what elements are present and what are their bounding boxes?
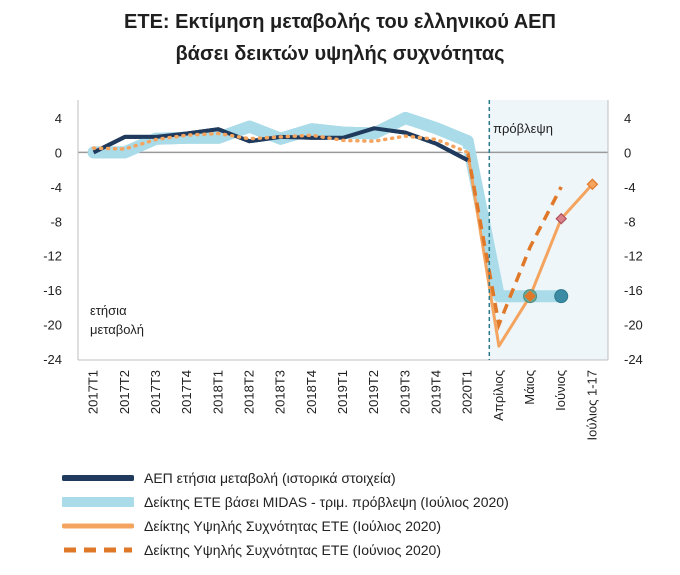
ytick-right-label: -20 [624, 318, 643, 333]
legend-label-hf-july: Δείκτης Υψηλής Συχνότητας ΕΤΕ (Ιούλιος 2… [144, 518, 442, 534]
chart-title-line1: ΕΤΕ: Εκτίμηση μεταβολής του ελληνικού ΑΕ… [124, 11, 556, 33]
xtick-label: 2020T1 [460, 370, 475, 414]
hf-july-marker-june [555, 212, 568, 225]
ytick-left-label: -16 [43, 283, 62, 298]
xtick-label: 2018T2 [241, 370, 256, 414]
xtick-label: 2019T3 [397, 370, 412, 414]
legend-item-hf-july: Δείκτης Υψηλής Συχνότητας ΕΤΕ (Ιούλιος 2… [61, 514, 509, 538]
ytick-right-label: -8 [624, 214, 636, 229]
xtick-label: 2018T3 [273, 370, 288, 414]
legend-label-hf-june: Δείκτης Υψηλής Συχνότητας ΕΤΕ (Ιούνιος 2… [144, 542, 442, 558]
xtick-label: Ιούνιος [553, 370, 568, 411]
legend-label-gdp: ΑΕΠ ετήσια μεταβολή (ιστορικά στοιχεία) [144, 470, 396, 486]
ylabel-line2: μεταβολή [90, 322, 144, 337]
legend-item-gdp: ΑΕΠ ετήσια μεταβολή (ιστορικά στοιχεία) [61, 466, 509, 490]
forecast-label: πρόβλεψη [493, 121, 553, 136]
ytick-left-label: 4 [55, 111, 62, 126]
ytick-left-label: -20 [43, 318, 62, 333]
ytick-right-label: 4 [624, 111, 631, 126]
xtick-label: 2019T2 [366, 370, 381, 414]
ytick-left-label: -12 [43, 249, 62, 264]
xtick-label: Μάιος [522, 370, 537, 405]
legend-label-midas: Δείκτης ΕΤΕ βάσει MIDAS - τριμ. πρόβλεψη… [144, 494, 509, 510]
legend-swatch-midas [59, 490, 137, 514]
forecast-region [489, 100, 608, 360]
hf-july-marker-may [524, 290, 536, 303]
xtick-label: 2018T1 [210, 370, 225, 414]
ytick-right-label: -12 [624, 249, 643, 264]
ytick-left-label: 0 [55, 145, 62, 160]
ytick-right-label: -4 [624, 180, 636, 195]
xtick-label: 2017T4 [179, 370, 194, 414]
legend-swatch-hf-june [62, 538, 134, 562]
series-line-hf-june [465, 152, 563, 331]
ytick-right-label: -24 [624, 352, 643, 367]
ylabel-line1: ετήσια [90, 303, 127, 318]
xtick-label: 2019T1 [335, 370, 350, 414]
xtick-label: 2019T4 [429, 370, 444, 414]
midas-marker-june [554, 289, 569, 304]
ytick-left-label: -4 [50, 180, 62, 195]
legend: ΑΕΠ ετήσια μεταβολή (ιστορικά στοιχεία) … [59, 466, 509, 562]
xtick-label: Ιούλιος 1-17 [584, 370, 599, 440]
ytick-right-label: 0 [624, 145, 631, 160]
xtick-label: 2018T4 [304, 370, 319, 414]
legend-item-hf-june: Δείκτης Υψηλής Συχνότητας ΕΤΕ (Ιούνιος 2… [62, 538, 509, 562]
ytick-left-label: -24 [43, 352, 62, 367]
xtick-label: 2017T1 [86, 370, 101, 414]
chart-title-line2: βάσει δεικτών υψηλής συχνότητας [175, 43, 505, 65]
legend-item-midas: Δείκτης ΕΤΕ βάσει MIDAS - τριμ. πρόβλεψη… [59, 490, 509, 514]
legend-swatch-hf-july [61, 514, 135, 538]
xtick-label: 2017T2 [117, 370, 132, 414]
xtick-label: Απρίλιος [491, 370, 506, 421]
xtick-label: 2017T3 [148, 370, 163, 414]
ytick-left-label: -8 [50, 214, 62, 229]
series-line-hf-july-history [91, 131, 470, 155]
legend-swatch-gdp [61, 466, 135, 490]
ytick-right-label: -16 [624, 283, 643, 298]
hf-july-marker-july [586, 178, 599, 191]
